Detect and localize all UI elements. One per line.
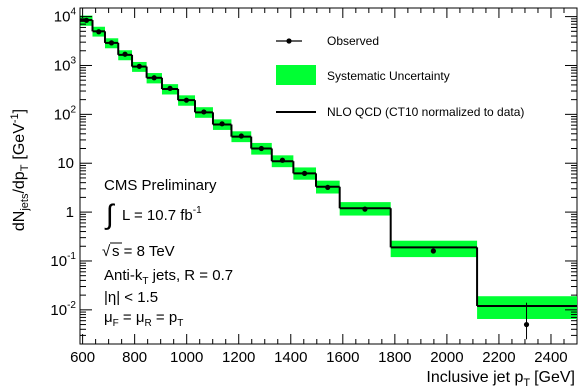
observed-group (83, 17, 530, 340)
annot-sqrt-sign: √ (102, 243, 111, 260)
observed-point-1 (96, 29, 102, 35)
y-tick-label-base-4: 10 (54, 106, 71, 123)
x-tick-label-2400: 2400 (534, 349, 567, 366)
x-axis-title: Inclusive jet pT [GeV] (426, 369, 575, 389)
y-axis-title-unit-close: ] (11, 109, 28, 113)
annot-algo-prefix: Anti-k (104, 267, 143, 284)
y-axis-title: dNjets/dpT [GeV-1] (9, 109, 31, 231)
annot-algo-suffix: jets, R = 0.7 (148, 267, 233, 284)
y-tick-label-4: 102 (54, 104, 77, 123)
observed-point-16 (430, 248, 436, 254)
x-axis-title-main: Inclusive jet p (426, 369, 523, 386)
y-tick-label-1: 10-1 (50, 251, 76, 270)
annot-eta: |η| < 1.5 (104, 289, 158, 306)
legend-syst-swatch (276, 65, 316, 85)
legend-observed-label: Observed (327, 34, 379, 48)
y-tick-label-6: 104 (54, 7, 77, 26)
observed-point-10 (238, 133, 244, 139)
annot-experiment: CMS Preliminary (104, 177, 217, 194)
annot-algo: Anti-kT jets, R = 0.7 (104, 267, 233, 287)
nlo-qcd-group (80, 19, 577, 307)
annot-scale-sub3: T (177, 318, 183, 329)
y-tick-label-base-2: 1 (66, 204, 74, 221)
y-axis-title-sub2: T (19, 164, 31, 171)
x-axis-title-unit: [GeV] (534, 369, 575, 386)
observed-point-17 (523, 321, 530, 328)
legend-observed-marker (286, 38, 292, 44)
annot-integral-sign: ∫ (104, 199, 116, 230)
annot-scale-sub2: R (145, 318, 152, 329)
observed-point-3 (122, 51, 128, 57)
x-tick-label-2000: 2000 (430, 349, 463, 366)
x-tick-label-1200: 1200 (222, 349, 255, 366)
x-tick-label-1000: 1000 (170, 349, 203, 366)
plot-frame (79, 7, 578, 345)
annot-scale-mid: = μ (119, 309, 145, 326)
legend-syst-label: Systematic Uncertainty (327, 69, 450, 83)
annot-lumi: L = 10.7 fb-1 (122, 205, 202, 224)
annotations: CMS Preliminary ∫ L = 10.7 fb-1 √ s = 8 … (102, 177, 233, 329)
annot-energy: s = 8 TeV (112, 243, 175, 260)
annot-scale: μF = μR = pT (104, 309, 183, 329)
y-tick-label-exp-0: -2 (67, 300, 76, 311)
x-tick-labels: 600 800 1000 1200 1400 1600 1800 2000 2200 2400 (70, 349, 568, 366)
y-axis-title-mid: /dp (11, 171, 28, 193)
y-tick-label-exp-1: -1 (67, 251, 76, 262)
observed-point-7 (183, 97, 190, 103)
y-tick-label-exp-5: 3 (70, 55, 76, 66)
observed-point-12 (279, 157, 286, 163)
observed-point-15 (362, 206, 368, 212)
y-axis-title-main: dN (11, 211, 28, 231)
legend: Observed Systematic Uncertainty NLO QCD … (276, 34, 524, 119)
y-tick-label-base-6: 10 (54, 9, 71, 26)
annot-algo-sub: T (142, 276, 148, 287)
observed-point-2 (108, 40, 115, 46)
y-tick-label-2: 1 (66, 204, 74, 221)
x-tick-label-800: 800 (122, 349, 147, 366)
annot-lumi-sup: -1 (193, 205, 202, 216)
observed-point-9 (219, 121, 225, 127)
y-tick-label-5: 103 (54, 55, 77, 74)
axis-ticks-group (80, 8, 578, 345)
observed-point-13 (301, 170, 308, 176)
annot-scale-sub1: F (113, 318, 119, 329)
observed-point-6 (167, 85, 173, 91)
x-tick-label-1800: 1800 (378, 349, 411, 366)
x-tick-label-2200: 2200 (482, 349, 515, 366)
annot-lumi-text: L = 10.7 fb (122, 207, 193, 224)
y-axis-title-sub1: jets (19, 193, 31, 212)
y-tick-label-exp-6: 4 (70, 7, 76, 18)
y-tick-label-base-1: 10 (50, 253, 67, 270)
observed-point-14 (325, 184, 331, 191)
annot-scale-end: = p (152, 309, 177, 326)
legend-nlo-label: NLO QCD (CT10 normalized to data) (327, 105, 524, 119)
y-axis-title-unit: [GeV (11, 123, 28, 160)
annot-scale-mu: μ (104, 309, 113, 326)
y-tick-label-base-3: 10 (57, 155, 74, 172)
y-tick-label-base-5: 10 (54, 57, 71, 74)
x-tick-label-1400: 1400 (274, 349, 307, 366)
x-tick-label-1600: 1600 (326, 349, 359, 366)
x-axis-title-sub: T (523, 377, 530, 389)
observed-point-4 (136, 63, 142, 69)
y-tick-label-3: 10 (57, 155, 74, 172)
y-tick-label-base-0: 10 (50, 302, 67, 319)
y-tick-label-0: 10-2 (50, 300, 76, 319)
y-tick-label-exp-4: 2 (70, 104, 76, 115)
x-tick-label-600: 600 (70, 349, 95, 366)
y-axis-title-unit-sup: -1 (9, 113, 21, 123)
observed-point-8 (201, 109, 207, 115)
syst-band-17 (477, 296, 577, 319)
observed-point-11 (258, 145, 264, 152)
observed-point-5 (151, 75, 157, 81)
